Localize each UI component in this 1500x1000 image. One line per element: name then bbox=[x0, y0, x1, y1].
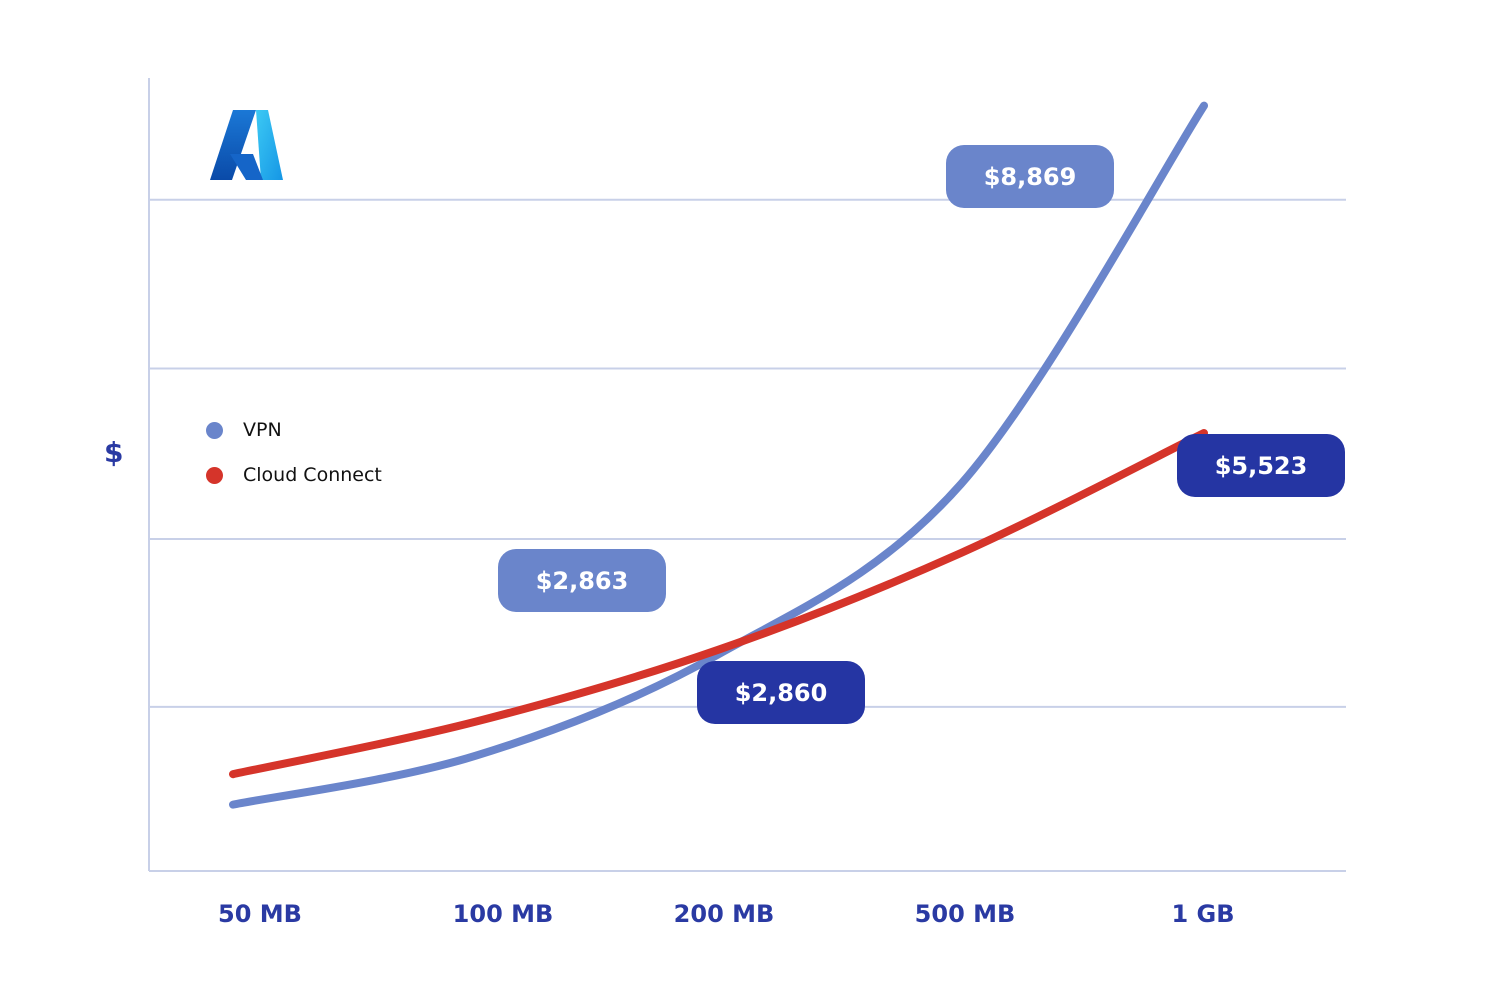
data-label-vpn-high: $8,869 bbox=[946, 145, 1114, 208]
legend-dot-vpn bbox=[206, 421, 223, 439]
legend: VPN Cloud Connect bbox=[206, 418, 382, 508]
x-tick-label: 500 MB bbox=[914, 900, 1016, 928]
x-tick-label: 50 MB bbox=[218, 900, 302, 928]
legend-item-vpn: VPN bbox=[206, 418, 382, 442]
x-tick-label: 100 MB bbox=[452, 900, 554, 928]
data-label-cloud-connect-high: $5,523 bbox=[1177, 434, 1345, 497]
data-label-cloud-connect-mid: $2,860 bbox=[697, 661, 865, 724]
series-layer bbox=[229, 101, 1208, 809]
legend-item-cloud-connect: Cloud Connect bbox=[206, 463, 382, 487]
series-line-cloud-connect bbox=[229, 429, 1208, 779]
y-axis-label: $ bbox=[104, 436, 124, 469]
data-label-vpn-mid: $2,863 bbox=[498, 549, 666, 612]
x-tick-label: 1 GB bbox=[1171, 900, 1235, 928]
x-tick-label: 200 MB bbox=[673, 900, 775, 928]
azure-logo bbox=[208, 110, 284, 187]
legend-label-vpn: VPN bbox=[243, 419, 282, 441]
legend-label-cloud-connect: Cloud Connect bbox=[243, 464, 382, 486]
legend-dot-cloud-connect bbox=[206, 466, 223, 484]
